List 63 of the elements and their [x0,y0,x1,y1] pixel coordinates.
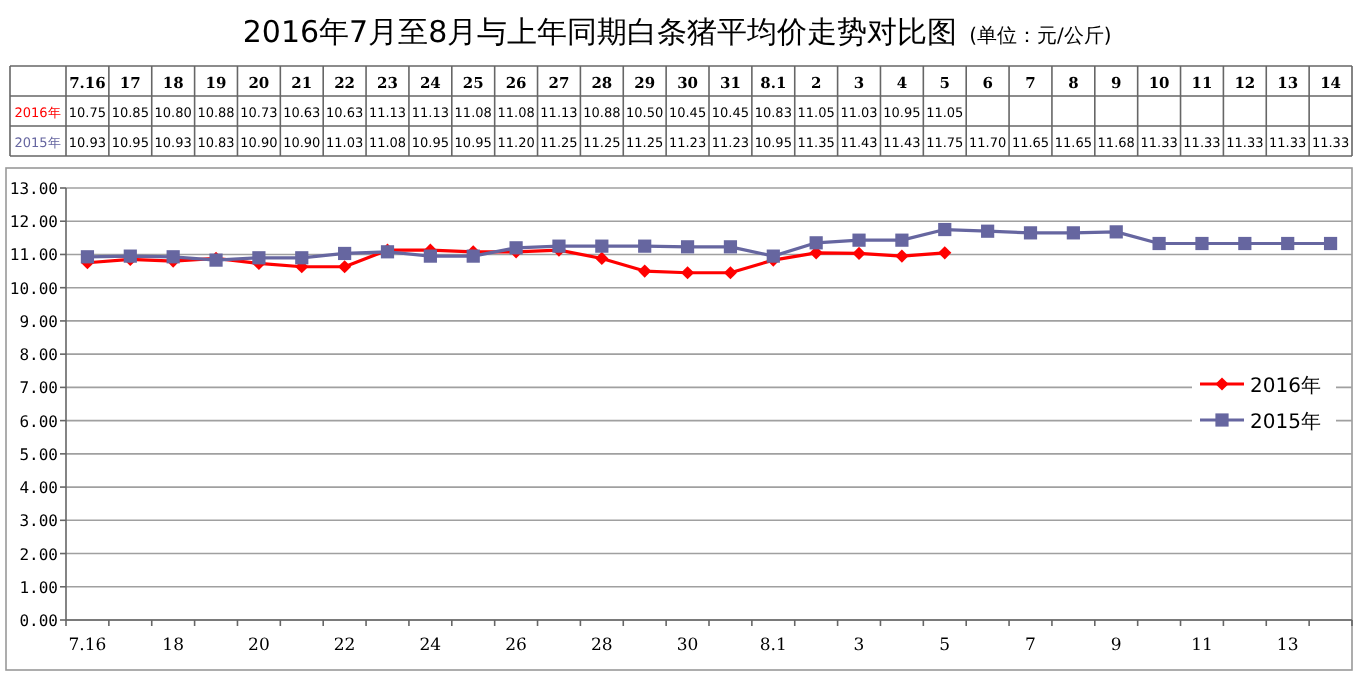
point [1281,236,1295,251]
legend-label: 2015年 [1250,410,1321,434]
point [852,246,866,261]
category-label: 30 [676,636,699,656]
category-label: 11 [1191,636,1213,656]
y-tick-label: 4.00 [19,479,59,498]
category-label: 22 [333,636,356,656]
point [638,264,652,278]
category-label: 9 [1110,636,1122,656]
y-tick-label: 6.00 [19,412,59,431]
category-label: 7.16 [68,636,107,656]
point [852,233,866,247]
point [595,239,609,253]
y-tick-label: 8.00 [19,346,59,365]
y-tick-label: 9.00 [19,312,59,331]
title: 2016年7月至8月与上年同期白条猪平均价走势对比图 [242,14,958,50]
category-label: 8.1 [759,636,787,656]
y-tick-label: 13.00 [9,180,59,198]
point [1323,236,1338,251]
point [1023,226,1038,240]
point [1152,236,1166,251]
point [809,236,823,250]
y-tick-label: 1.00 [19,578,59,597]
point [1109,225,1123,239]
point [80,250,95,264]
subtitle: (单位：元/公斤) [969,26,1112,48]
y-tick-label: 2.00 [19,545,59,564]
y-tick-label: 10.00 [9,279,59,298]
point [723,266,738,280]
y-tick-label: 7.00 [19,379,59,398]
point [1195,236,1209,251]
category-label: 18 [162,636,184,656]
point [252,251,266,265]
point [895,233,909,247]
point [338,260,352,274]
y-tick-label: 5.00 [19,445,59,464]
category-label: 20 [248,636,270,656]
point [680,266,695,280]
point [723,240,738,254]
point [938,246,952,260]
category-label: 28 [591,636,613,656]
point [423,249,437,263]
category-label: 3 [853,636,865,656]
point [981,224,995,238]
category-label: 5 [939,636,951,656]
point [295,251,309,265]
point [1066,226,1080,240]
point [938,222,952,237]
point [895,249,909,263]
category-label: 24 [419,636,442,656]
y-tick-label: 12.00 [9,213,59,232]
point [338,246,352,261]
point [1238,236,1252,251]
category-label: 13 [1276,636,1299,656]
legend-label: 2016年 [1250,374,1321,398]
category-label: 26 [505,636,527,656]
point [595,251,609,266]
y-tick-label: 3.00 [19,512,59,531]
y-tick-label: 11.00 [9,246,59,265]
category-label: 7 [1025,636,1036,656]
point [638,239,652,253]
point [680,240,695,254]
y-tick-label: 0.00 [19,612,59,630]
